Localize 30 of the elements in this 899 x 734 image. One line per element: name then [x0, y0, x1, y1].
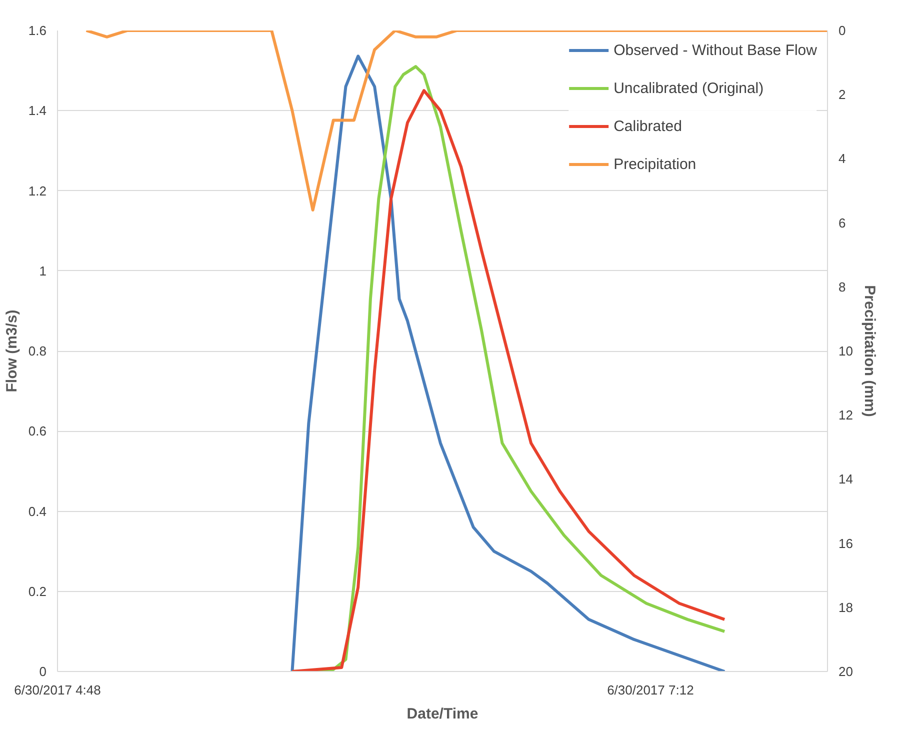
legend-label: Calibrated: [614, 118, 682, 134]
legend-label: Observed - Without Base Flow: [614, 42, 817, 58]
y-tick-label: 0.2: [28, 584, 47, 599]
y2-tick-label: 8: [838, 279, 846, 294]
y2-tick-label: 4: [838, 151, 846, 166]
y-tick-label: 1.6: [28, 23, 47, 38]
legend-label: Uncalibrated (Original): [614, 80, 764, 96]
y2-tick-label: 20: [838, 664, 853, 679]
y-tick-label: 1.2: [28, 183, 47, 198]
y2-tick-label: 16: [838, 536, 853, 551]
y2-tick-label: 10: [838, 344, 853, 358]
y2-tick-label: 2: [838, 87, 846, 102]
x-axis-title: Date/Time: [406, 706, 478, 722]
y-tick-label: 0.6: [28, 424, 47, 439]
y2-tick-label: 6: [838, 215, 846, 230]
y2-tick-label: 14: [838, 472, 853, 487]
y-tick-label: 0.4: [28, 504, 47, 519]
line-series: [84, 30, 828, 212]
legend-label: Precipitation: [614, 156, 696, 172]
y-tick-label: 0: [39, 664, 47, 679]
y-tick-label: 1.4: [28, 103, 47, 118]
y-tick-label: 1: [39, 263, 47, 278]
y2-axis-title: Precipitation (mm): [860, 285, 878, 417]
x-tick-label: 6/30/2017 4:48: [14, 682, 101, 698]
y2-tick-label: 18: [838, 600, 853, 615]
y-tick-label: 0.8: [28, 344, 47, 358]
y2-tick-label: 12: [838, 408, 853, 423]
y-axis-title: Flow (m3/s): [3, 310, 20, 392]
y2-tick-label: 0: [838, 23, 846, 38]
x-tick-label: 6/30/2017 7:12: [607, 682, 694, 698]
